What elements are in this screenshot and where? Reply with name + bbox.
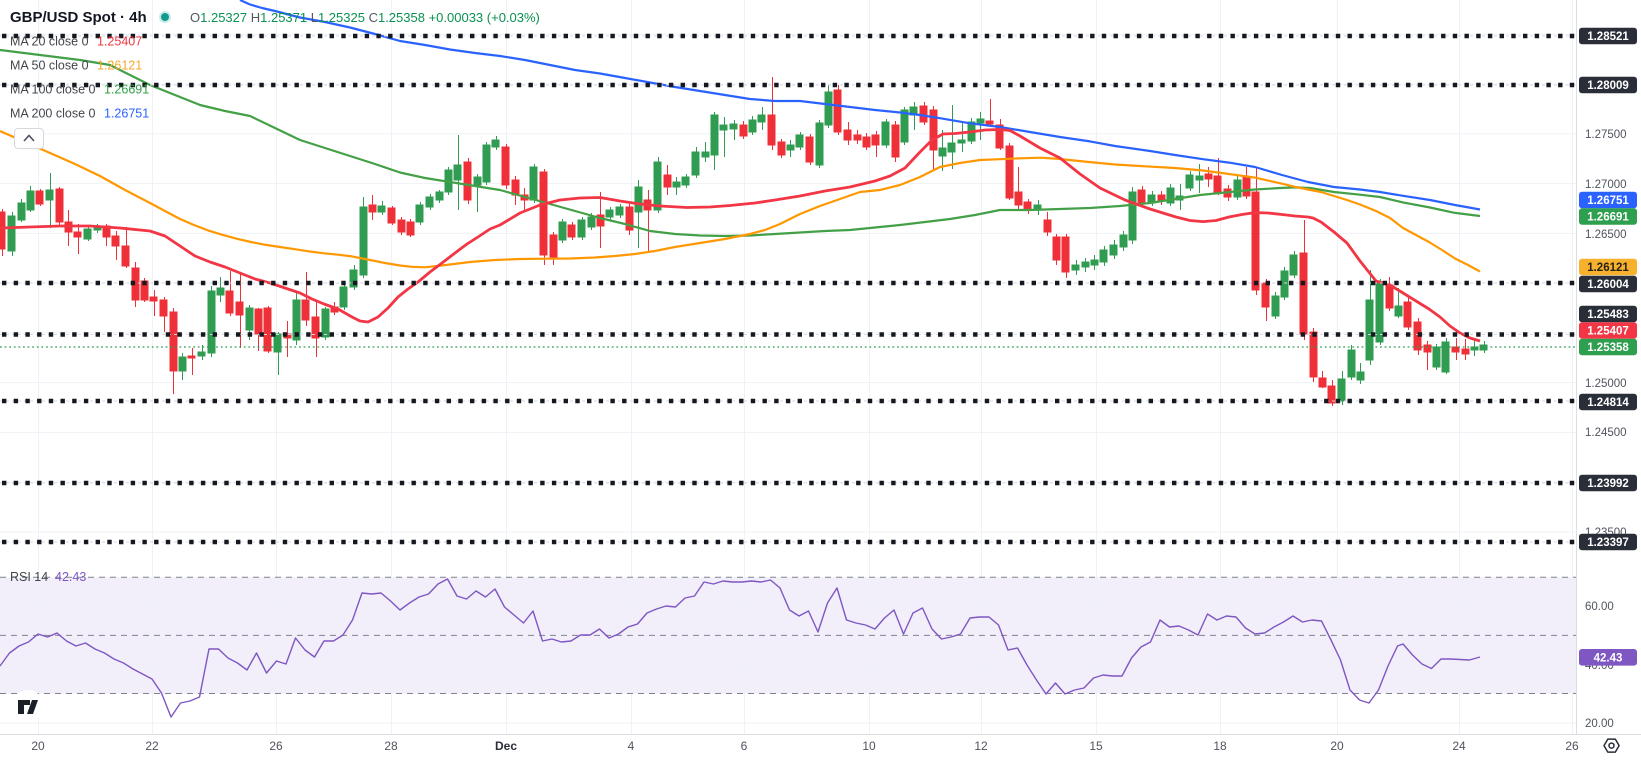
svg-text:O1.25327 H1.25371 L1.25325 C1.: O1.25327 H1.25371 L1.25325 C1.25358 +0.0…: [190, 10, 540, 25]
svg-text:GBP/USD Spot · 4h: GBP/USD Spot · 4h: [10, 9, 147, 26]
svg-text:1.26121: 1.26121: [97, 59, 142, 73]
svg-text:1.26004: 1.26004: [1587, 279, 1629, 291]
svg-text:1.25483: 1.25483: [1587, 309, 1629, 321]
svg-text:MA 200 close 0: MA 200 close 0: [10, 107, 96, 121]
svg-text:20.00: 20.00: [1585, 718, 1614, 730]
svg-text:Dec: Dec: [495, 739, 517, 753]
svg-text:26: 26: [269, 739, 283, 753]
svg-text:1.26691: 1.26691: [1587, 212, 1629, 224]
svg-text:MA 100 close 0: MA 100 close 0: [10, 83, 96, 97]
svg-text:1.26751: 1.26751: [104, 107, 149, 121]
svg-text:MA 50 close 0: MA 50 close 0: [10, 59, 89, 73]
svg-text:6: 6: [741, 739, 748, 753]
svg-text:10: 10: [862, 739, 876, 753]
svg-text:1.23992: 1.23992: [1587, 478, 1629, 490]
svg-text:1.27500: 1.27500: [1585, 129, 1627, 141]
svg-text:RSI 14: RSI 14: [10, 570, 48, 584]
svg-text:1.28521: 1.28521: [1587, 31, 1629, 43]
svg-text:1.23397: 1.23397: [1587, 537, 1629, 549]
svg-text:1.26691: 1.26691: [104, 83, 149, 97]
svg-text:60.00: 60.00: [1585, 601, 1614, 613]
svg-text:1.25407: 1.25407: [1587, 326, 1629, 338]
svg-text:20: 20: [31, 739, 45, 753]
svg-text:1.27000: 1.27000: [1585, 179, 1627, 191]
svg-text:15: 15: [1089, 739, 1103, 753]
svg-text:42.43: 42.43: [55, 570, 86, 584]
svg-text:42.43: 42.43: [1594, 653, 1623, 665]
svg-text:28: 28: [384, 739, 398, 753]
svg-text:1.26751: 1.26751: [1587, 195, 1629, 207]
svg-text:1.28009: 1.28009: [1587, 80, 1629, 92]
svg-text:4: 4: [628, 739, 635, 753]
svg-text:1.26500: 1.26500: [1585, 229, 1627, 241]
svg-text:18: 18: [1213, 739, 1227, 753]
svg-text:26: 26: [1565, 739, 1579, 753]
svg-text:1.25000: 1.25000: [1585, 378, 1627, 390]
svg-text:1.24814: 1.24814: [1587, 397, 1629, 409]
svg-text:22: 22: [145, 739, 159, 753]
svg-text:1.26121: 1.26121: [1587, 262, 1629, 274]
svg-text:12: 12: [974, 739, 988, 753]
svg-text:MA 20 close 0: MA 20 close 0: [10, 35, 89, 49]
svg-text:1.25358: 1.25358: [1587, 342, 1629, 354]
svg-text:1.25407: 1.25407: [97, 35, 142, 49]
svg-text:1.24500: 1.24500: [1585, 427, 1627, 439]
svg-text:24: 24: [1452, 739, 1466, 753]
svg-text:20: 20: [1330, 739, 1344, 753]
